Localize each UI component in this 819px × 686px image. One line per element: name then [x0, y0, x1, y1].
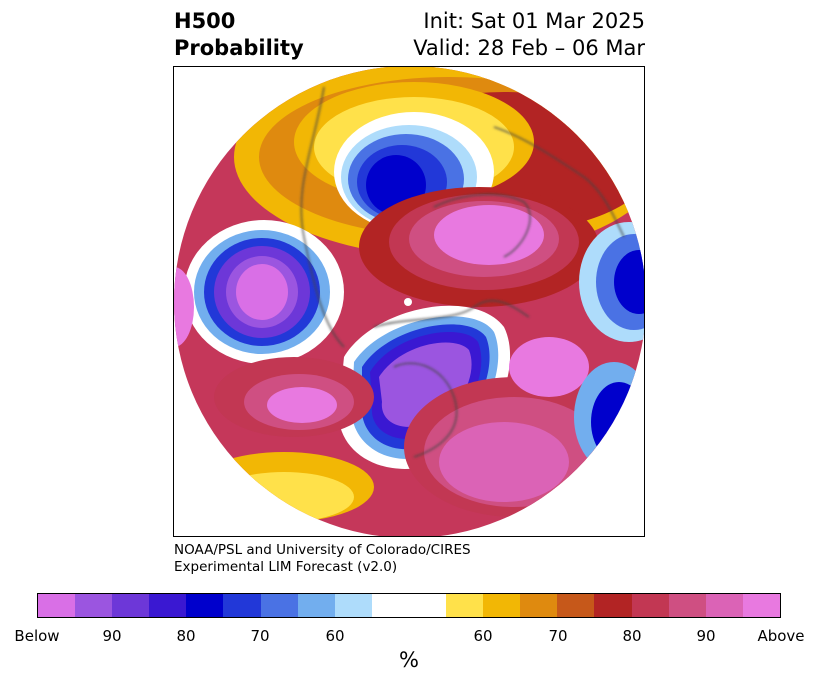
colorbar-swatch: [446, 594, 484, 617]
colorbar-swatch: [742, 594, 780, 617]
valid-date: Valid: 28 Feb – 06 Mar: [413, 36, 645, 60]
probability-map-svg: [174, 67, 644, 536]
colorbar-swatch: [186, 594, 224, 617]
colorbar-tick-label: 90: [696, 627, 716, 645]
colorbar: [37, 593, 781, 618]
colorbar-swatch: [297, 594, 335, 617]
map-title-variable: H500 Probability: [174, 8, 304, 62]
credit-text: NOAA/PSL and University of Colorado/CIRE…: [174, 542, 471, 576]
colorbar-swatch: [668, 594, 706, 617]
colorbar-swatch: [594, 594, 632, 617]
negative-anomaly-west: [184, 220, 344, 364]
positive-anomaly-west-edge: [174, 267, 194, 347]
map-title-dates: Init: Sat 01 Mar 2025 Valid: 28 Feb – 06…: [413, 8, 645, 62]
colorbar-swatch: [149, 594, 187, 617]
colorbar-swatch: [557, 594, 595, 617]
colorbar-swatch: [371, 594, 409, 617]
positive-anomaly-center: [359, 187, 599, 307]
colorbar-swatch: [38, 594, 76, 617]
colorbar-tick-label: 90: [102, 627, 122, 645]
init-date: Init: Sat 01 Mar 2025: [423, 9, 645, 33]
colorbar-swatch: [631, 594, 669, 617]
polar-map: [173, 66, 645, 537]
title-line-2: Probability: [174, 36, 304, 60]
negative-anomaly-south: [338, 305, 511, 469]
credit-line-1: NOAA/PSL and University of Colorado/CIRE…: [174, 542, 471, 558]
colorbar-tick-label: Below: [14, 627, 60, 645]
colorbar-swatch: [260, 594, 298, 617]
positive-anomaly-southwest: [194, 357, 374, 522]
colorbar-swatch: [408, 594, 447, 617]
colorbar-tick-label: 70: [548, 627, 568, 645]
colorbar-swatch: [75, 594, 113, 617]
colorbar-tick-label: 80: [622, 627, 642, 645]
colorbar-swatch: [483, 594, 521, 617]
colorbar-swatch: [334, 594, 372, 617]
colorbar-tick-label: Above: [757, 627, 805, 645]
colorbar-swatch: [223, 594, 261, 617]
colorbar-swatch: [112, 594, 150, 617]
colorbar-tick-label: 70: [250, 627, 270, 645]
coastlines: [300, 86, 625, 458]
colorbar-tick-label: 60: [473, 627, 493, 645]
probability-field: [174, 67, 644, 536]
colorbar-tick-label: 60: [325, 627, 345, 645]
colorbar-swatch: [705, 594, 743, 617]
credit-line-2: Experimental LIM Forecast (v2.0): [174, 559, 398, 575]
pole-marker: [404, 298, 412, 306]
title-line-1: H500: [174, 9, 236, 33]
colorbar-tick-label: 80: [176, 627, 196, 645]
colorbar-unit: %: [399, 648, 419, 672]
positive-anomaly-southeast: [404, 337, 624, 517]
colorbar-swatch: [520, 594, 558, 617]
